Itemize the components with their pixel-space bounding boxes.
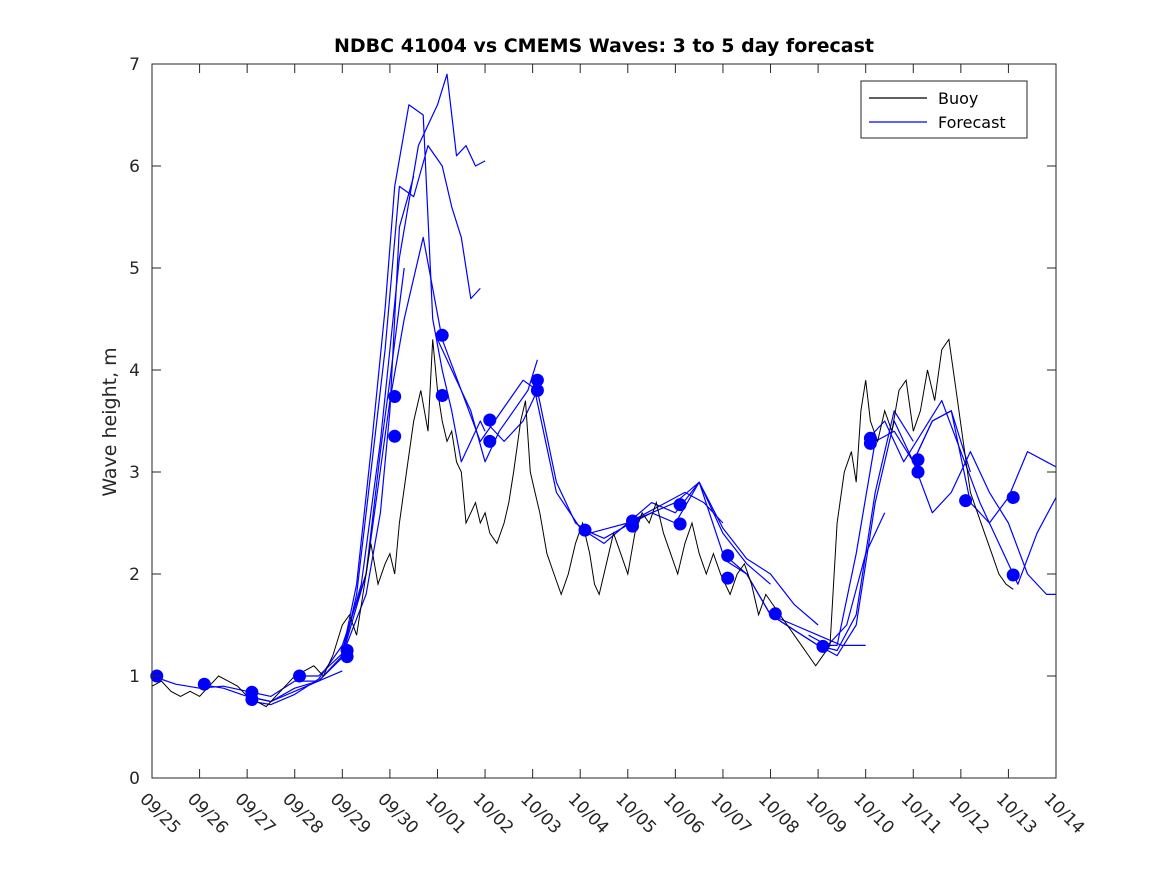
forecast-line-10: [532, 380, 771, 585]
forecast-marker-6: [340, 650, 354, 664]
forecast-line-4: [294, 104, 486, 677]
x-tick-label: 09/30: [373, 789, 422, 838]
x-tick-label: 09/27: [231, 789, 280, 838]
y-tick-label: 1: [129, 667, 140, 687]
buoy-line: [151, 338, 1014, 708]
forecast-marker-11: [483, 413, 497, 427]
forecast-marker-23: [816, 639, 830, 653]
x-tick-label: 10/10: [849, 789, 898, 838]
forecast-marker-20: [721, 549, 735, 563]
forecast-line-9: [484, 389, 724, 534]
y-tick-label: 7: [129, 55, 140, 75]
x-tick-label: 10/04: [564, 789, 613, 838]
forecast-marker-12: [483, 434, 497, 448]
forecast-marker-8: [388, 429, 402, 443]
x-tick-label: 09/29: [326, 789, 375, 838]
forecast-line-3: [247, 267, 405, 706]
y-tick-label: 2: [129, 565, 140, 585]
forecast-marker-17: [626, 519, 639, 533]
x-tick-label: 09/26: [183, 789, 232, 838]
forecast-marker-13: [530, 373, 544, 387]
forecast-line-17: [912, 410, 1057, 524]
forecast-marker-4: [293, 669, 306, 683]
legend-buoy-label: Buoy: [938, 89, 978, 108]
x-tick-label: 10/02: [469, 789, 518, 838]
x-tick-label: 10/05: [611, 789, 660, 838]
forecast-marker-10: [435, 389, 449, 402]
forecast-marker-27: [911, 465, 925, 479]
forecast-marker-1: [197, 677, 211, 691]
marker-layer: [150, 328, 1020, 706]
x-tick-label: 10/14: [1039, 789, 1088, 838]
x-tick-label: 10/09: [802, 789, 851, 838]
y-tick-label: 0: [129, 769, 140, 789]
chart-title: NDBC 41004 vs CMEMS Waves: 3 to 5 day fo…: [334, 35, 874, 57]
plot-area: [152, 64, 1056, 778]
forecast-marker-14: [530, 383, 544, 397]
y-tick-label: 4: [129, 361, 140, 381]
forecast-line-6: [341, 73, 486, 651]
legend-box: [860, 80, 1028, 139]
forecast-line-16: [865, 400, 1057, 585]
x-tick-label: 10/12: [944, 789, 993, 838]
forecast-marker-30: [1006, 568, 1020, 582]
forecast-marker-3: [245, 693, 259, 706]
forecast-marker-19: [673, 517, 687, 531]
x-tick-label: 10/08: [754, 789, 803, 838]
y-tick-label: 3: [129, 463, 140, 483]
forecast-line-7: [341, 236, 538, 656]
forecast-marker-21: [721, 571, 735, 585]
x-tick-label: 09/28: [278, 789, 327, 838]
x-tick-label: 10/07: [706, 789, 755, 838]
forecast-marker-18: [673, 498, 687, 512]
forecast-marker-9: [435, 328, 449, 342]
forecast-marker-25: [863, 436, 877, 450]
forecast-marker-29: [1006, 491, 1020, 504]
forecast-marker-22: [768, 607, 782, 621]
legend: Buoy Forecast: [860, 80, 1028, 139]
forecast-marker-7: [388, 390, 402, 403]
x-tick-label: 10/13: [992, 789, 1041, 838]
forecast-marker-15: [578, 523, 592, 537]
y-tick-label: 5: [129, 259, 140, 279]
x-tick-label: 10/03: [516, 789, 565, 838]
y-tick-label: 6: [129, 157, 140, 177]
forecast-marker-26: [911, 453, 925, 467]
axes-box: [151, 63, 1057, 779]
forecast-line-0: [151, 675, 296, 698]
x-tick-label: 10/11: [897, 789, 946, 838]
y-axis-label: Wave height, m: [99, 347, 121, 496]
x-tick-label: 09/25: [135, 789, 184, 838]
x-tick-label: 10/01: [421, 789, 470, 838]
legend-forecast-label: Forecast: [938, 113, 1006, 132]
x-tick-label: 10/06: [659, 789, 708, 838]
forecast-marker-28: [959, 494, 973, 508]
forecast-line-2: [247, 176, 415, 703]
